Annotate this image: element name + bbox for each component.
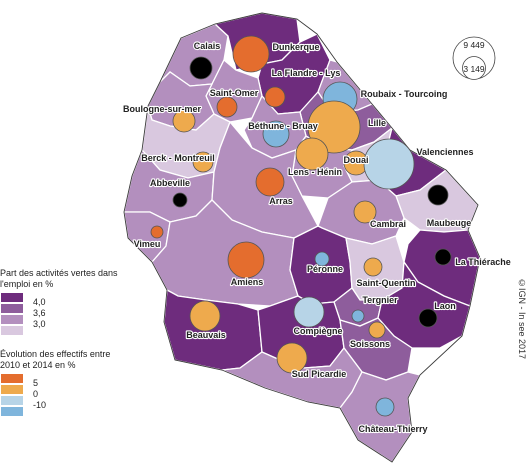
bubble-dunkerque	[232, 35, 270, 73]
zone-label-douai: Douai	[343, 155, 368, 165]
bubble-maubeuge	[427, 184, 449, 206]
zone-label-saint-quentin: Saint-Quentin	[357, 278, 416, 288]
evolution-legend: Évolution des effectifs entre 2010 et 20…	[0, 349, 140, 445]
size-legend: 9 449 3 149	[452, 36, 496, 80]
size-legend-small-label: 3 149	[463, 64, 485, 74]
evolution-break-3: -10	[33, 400, 47, 410]
zone-label-sud-picardie: Sud Picardie	[292, 369, 347, 379]
zone-label-cambrai: Cambrai	[370, 219, 406, 229]
zone-label-abbeville: Abbeville	[150, 178, 190, 188]
size-legend-small-circle	[462, 56, 486, 80]
zone-label-dunkerque: Dunkerque	[272, 42, 319, 52]
zone-label-compiegne: Compiègne	[293, 326, 342, 336]
zone-label-la-flandre-lys: La Flandre - Lys	[272, 68, 341, 78]
share-legend-title: Part des activités vertes dans l'emploi …	[0, 268, 118, 289]
region-outline	[123, 12, 481, 463]
bubble-amiens	[227, 241, 265, 279]
zone-label-lille: Lille	[368, 118, 386, 128]
zone-label-amiens: Amiens	[231, 277, 264, 287]
zone-label-boulogne-sur-mer: Boulogne-sur-mer	[123, 104, 202, 114]
zones-layer	[123, 12, 481, 463]
zone-label-tergnier: Tergnier	[362, 295, 398, 305]
share-swatch-4	[0, 325, 24, 336]
copyright-credit: ©IGN - In see 2017	[517, 278, 527, 360]
share-break-3: 3,0	[33, 319, 46, 329]
zone-label-roubaix-tourcoing: Roubaix - Tourcoing	[361, 89, 448, 99]
evolution-legend-title: Évolution des effectifs entre 2010 et 20…	[0, 349, 111, 370]
evolution-swatch-3	[0, 395, 24, 406]
bubble-sud-picardie	[276, 342, 308, 374]
share-break-1: 4,0	[33, 297, 46, 307]
evolution-swatch-4	[0, 406, 24, 417]
zone-label-beauvais: Beauvais	[186, 330, 226, 340]
bubble-chateau-thierry	[375, 397, 395, 417]
bubble-calais	[189, 56, 213, 80]
evolution-swatch-2	[0, 384, 24, 395]
zone-label-arras: Arras	[269, 196, 293, 206]
bubble-compiegne	[293, 296, 325, 328]
zone-label-calais: Calais	[194, 41, 221, 51]
bubble-valenciennes	[363, 138, 415, 190]
bubble-arras	[255, 167, 285, 197]
bubble-bethune-bruay	[262, 120, 290, 148]
zone-label-saint-omer: Saint-Omer	[210, 88, 259, 98]
zone-label-soissons: Soissons	[350, 339, 390, 349]
zone-label-la-thierache: La Thiérache	[455, 257, 511, 267]
bubble-tergnier	[351, 309, 365, 323]
share-swatch-2	[0, 303, 24, 314]
labels-layer: Calais Dunkerque La Flandre - Lys Roubaix -…	[122, 40, 512, 435]
bubble-soissons	[368, 321, 386, 339]
share-legend: Part des activités vertes dans l'emploi …	[0, 268, 140, 336]
zone-label-maubeuge: Maubeuge	[427, 218, 472, 228]
bubble-la-thierache	[434, 248, 452, 266]
zone-label-vimeu: Vimeu	[134, 239, 161, 249]
evolution-swatch-1	[0, 373, 24, 384]
bubble-berck-montreuil	[192, 151, 214, 173]
zone-label-berck-montreuil: Berck - Montreuil	[141, 153, 215, 163]
bubble-boulogne-sur-mer	[172, 109, 196, 133]
bubble-lens-henin	[295, 137, 329, 171]
bubble-peronne	[314, 251, 330, 267]
bubble-saint-omer	[216, 96, 238, 118]
bubble-vimeu	[150, 225, 164, 239]
share-swatch-1	[0, 292, 24, 303]
zone-label-chateau-thierry: Château-Thierry	[358, 424, 427, 434]
bubble-lille	[307, 100, 361, 154]
bubble-la-flandre-lys	[264, 86, 286, 108]
bubble-beauvais	[189, 300, 221, 332]
share-break-2: 3,6	[33, 308, 46, 318]
zone-label-laon: Laon	[434, 301, 456, 311]
zone-label-peronne: Péronne	[307, 264, 343, 274]
zone-label-lens-henin: Lens - Hénin	[288, 167, 342, 177]
bubble-saint-quentin	[363, 257, 383, 277]
size-legend-large-label: 9 449	[463, 40, 485, 50]
bubble-laon	[418, 308, 438, 328]
zone-label-bethune-bruay: Béthune - Bruay	[248, 121, 318, 131]
bubble-cambrai	[353, 200, 377, 224]
bubbles-layer	[150, 35, 452, 417]
evolution-break-1: 5	[33, 378, 39, 388]
bubble-abbeville	[172, 192, 188, 208]
evolution-break-2: 0	[33, 389, 39, 399]
share-swatch-3	[0, 314, 24, 325]
zone-label-valenciennes: Valenciennes	[416, 147, 473, 157]
